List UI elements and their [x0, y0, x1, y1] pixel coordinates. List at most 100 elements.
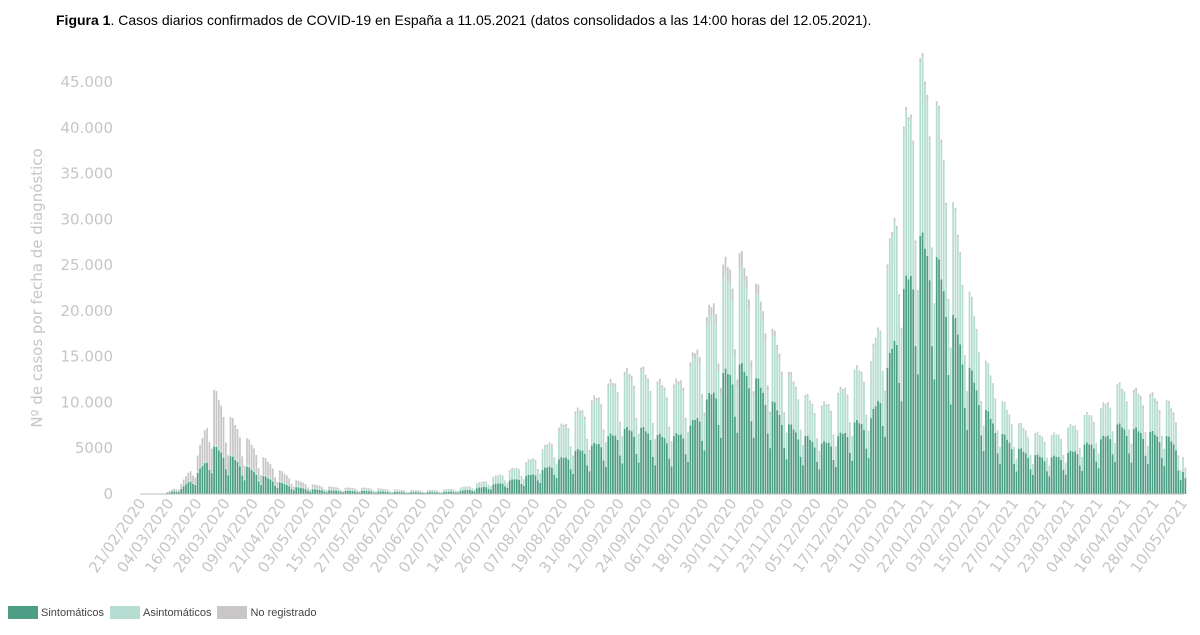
bar-no-registrado: [825, 404, 828, 407]
bar-sintomaticos: [583, 453, 586, 494]
bar-asintomaticos: [590, 403, 593, 446]
bar-sintomaticos: [1158, 442, 1161, 494]
bar-asintomaticos: [1177, 456, 1180, 471]
bar-sintomaticos: [809, 439, 811, 494]
bar-no-registrado: [271, 468, 274, 481]
bar-asintomaticos: [844, 389, 847, 433]
bar-asintomaticos: [928, 139, 931, 281]
bar-asintomaticos: [239, 464, 241, 467]
bar-asintomaticos: [356, 490, 359, 493]
bar-sintomaticos: [691, 419, 694, 494]
bar-asintomaticos: [942, 162, 945, 292]
bar-sintomaticos: [515, 479, 518, 494]
bar-no-registrado: [614, 383, 617, 387]
bar-sintomaticos: [1168, 436, 1170, 494]
bar-no-registrado: [691, 352, 694, 358]
bar-sintomaticos: [264, 476, 267, 494]
bar-asintomaticos: [865, 415, 868, 449]
bar-asintomaticos: [1128, 431, 1130, 454]
bar-sintomaticos: [1182, 471, 1184, 494]
bar-asintomaticos: [734, 358, 736, 417]
bar-asintomaticos: [1067, 428, 1069, 453]
bar-no-registrado: [1135, 387, 1137, 391]
bar-no-registrado: [1024, 430, 1027, 432]
bar-asintomaticos: [452, 489, 455, 492]
bar-asintomaticos: [666, 400, 668, 444]
bar-no-registrado: [201, 438, 204, 465]
bar-asintomaticos: [1034, 433, 1037, 456]
bar-asintomaticos: [1100, 409, 1102, 440]
bar-asintomaticos: [605, 443, 607, 467]
bar-no-registrado: [297, 480, 300, 486]
bar-sintomaticos: [307, 490, 309, 494]
bar-asintomaticos: [565, 426, 567, 458]
bar-asintomaticos: [1050, 436, 1053, 458]
bar-asintomaticos: [1081, 457, 1084, 471]
bar-asintomaticos: [260, 483, 262, 485]
bar-asintomaticos: [741, 265, 743, 364]
bar-sintomaticos: [971, 370, 973, 494]
bar-sintomaticos: [1055, 456, 1058, 494]
bar-asintomaticos: [1095, 443, 1098, 462]
bar-asintomaticos: [215, 444, 218, 447]
bar-sintomaticos: [696, 417, 699, 494]
bar-asintomaticos: [703, 416, 706, 451]
bar-asintomaticos: [1088, 416, 1091, 445]
bar-asintomaticos: [755, 293, 757, 379]
bar-sintomaticos: [1149, 431, 1152, 494]
bar-sintomaticos: [267, 478, 269, 494]
bar-asintomaticos: [619, 423, 621, 456]
bar-asintomaticos: [189, 480, 192, 482]
bar-sintomaticos: [1076, 454, 1079, 494]
bar-no-registrado: [1039, 435, 1041, 437]
bar-sintomaticos: [532, 474, 535, 494]
bar-no-registrado: [466, 486, 469, 487]
bar-sintomaticos: [1024, 453, 1027, 494]
y-tick-label: 30.000: [61, 210, 114, 228]
bar-no-registrado: [907, 117, 910, 122]
bar-asintomaticos: [588, 451, 591, 472]
bar-sintomaticos: [429, 492, 431, 494]
bar-no-registrado: [799, 429, 802, 432]
bar-sintomaticos: [757, 378, 760, 494]
bar-no-registrado: [644, 374, 647, 378]
bar-asintomaticos: [546, 446, 549, 468]
bar-no-registrado: [375, 491, 377, 492]
bar-no-registrado: [417, 490, 420, 491]
bar-no-registrado: [569, 446, 572, 449]
bar-asintomaticos: [790, 375, 793, 425]
bar-asintomaticos: [431, 490, 434, 493]
bar-sintomaticos: [389, 492, 391, 494]
bar-sintomaticos: [1165, 436, 1168, 494]
bar-no-registrado: [281, 471, 283, 482]
bar-sintomaticos: [525, 476, 527, 494]
bar-sintomaticos: [752, 437, 755, 494]
bar-asintomaticos: [870, 363, 872, 419]
bar-asintomaticos: [490, 486, 492, 490]
bar-no-registrado: [816, 438, 818, 440]
bar-asintomaticos: [722, 278, 725, 373]
bar-no-registrado: [605, 442, 607, 444]
bar-no-registrado: [682, 387, 685, 392]
bar-sintomaticos: [189, 481, 192, 494]
bar-asintomaticos: [872, 345, 875, 409]
bar-asintomaticos: [851, 437, 854, 461]
bar-no-registrado: [863, 381, 865, 384]
bar-sintomaticos: [475, 488, 478, 494]
bar-sintomaticos: [1050, 457, 1053, 494]
bar-no-registrado: [276, 481, 279, 488]
bar-no-registrado: [278, 470, 281, 481]
bar-asintomaticos: [727, 280, 729, 374]
bar-no-registrado: [703, 412, 706, 417]
bar-sintomaticos: [966, 429, 969, 494]
bar-sintomaticos: [433, 492, 436, 494]
bar-sintomaticos: [722, 372, 725, 494]
bar-sintomaticos: [553, 474, 556, 494]
bar-sintomaticos: [717, 424, 720, 494]
bar-sintomaticos: [900, 401, 903, 494]
bar-no-registrado: [579, 410, 581, 414]
bar-sintomaticos: [246, 466, 248, 494]
bar-no-registrado: [541, 449, 544, 451]
bar-sintomaticos: [745, 375, 748, 494]
bar-sintomaticos: [574, 450, 577, 494]
